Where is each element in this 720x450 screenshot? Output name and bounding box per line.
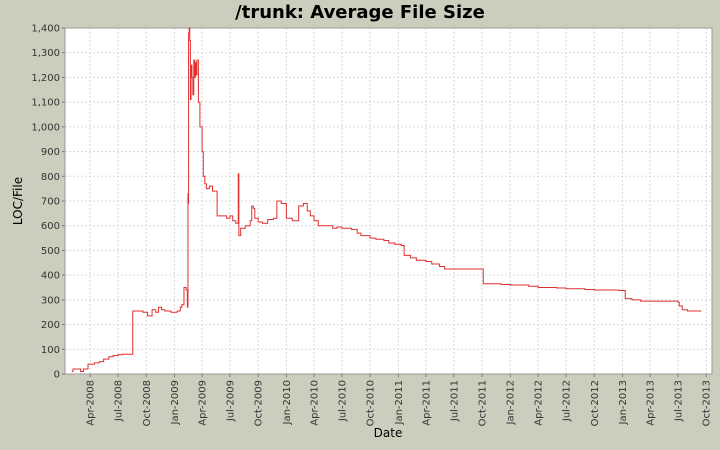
- x-tick-label: Oct-2008: [142, 380, 153, 426]
- x-tick-label: Jul-2011: [449, 380, 460, 422]
- x-tick-label: Oct-2013: [702, 380, 713, 426]
- x-tick-label: Oct-2010: [366, 380, 377, 426]
- y-tick-label: 1,000: [31, 122, 60, 133]
- y-axis-label: LOC/File: [11, 177, 25, 225]
- y-tick-label: 700: [41, 197, 60, 208]
- grid-lines: [65, 27, 712, 375]
- x-tick-label: Jan-2012: [506, 380, 517, 425]
- x-axis-label: Date: [374, 426, 403, 440]
- series-line: [71, 27, 702, 373]
- y-tick-label: 200: [41, 320, 60, 331]
- x-tick-label: Apr-2009: [198, 380, 209, 426]
- y-tick-label: 0: [54, 370, 60, 381]
- y-tick-label: 1,200: [31, 73, 60, 84]
- x-tick-label: Jan-2009: [170, 380, 181, 425]
- y-tick-label: 300: [41, 295, 60, 306]
- x-tick-label: Jan-2011: [394, 380, 405, 425]
- y-tick-label: 100: [41, 345, 60, 356]
- y-tick-label: 600: [41, 221, 60, 232]
- x-tick-label: Apr-2012: [534, 380, 545, 426]
- y-tick-label: 800: [41, 172, 60, 183]
- series-layer: [71, 27, 702, 373]
- x-tick-label: Apr-2013: [646, 380, 657, 426]
- plot-border: [64, 27, 713, 375]
- y-tick-label: 1,300: [31, 48, 60, 59]
- x-tick-label: Jul-2008: [114, 380, 125, 422]
- x-tick-label: Oct-2012: [590, 380, 601, 426]
- y-tick-label: 500: [41, 246, 60, 257]
- x-tick-label: Oct-2011: [478, 380, 489, 426]
- x-tick-label: Jul-2013: [673, 380, 684, 422]
- axes: 0 100 200 300 400 500 600 700 800 900 1,000 1,100 1,…: [31, 24, 712, 427]
- y-tick-label: 900: [41, 147, 60, 158]
- y-tick-label: 400: [41, 271, 60, 282]
- x-tick-label: Jul-2010: [337, 380, 348, 422]
- x-tick-label: Apr-2008: [86, 380, 97, 426]
- y-tick-label: 1,400: [31, 24, 60, 35]
- x-tick-label: Apr-2010: [309, 380, 320, 426]
- chart-title: /trunk: Average File Size: [235, 2, 485, 23]
- x-tick-label: Apr-2011: [421, 380, 432, 426]
- plot-area: [65, 28, 712, 374]
- x-tick-label: Jul-2012: [562, 380, 573, 422]
- x-tick-label: Jul-2009: [225, 380, 236, 422]
- y-tick-label: 1,100: [31, 98, 60, 109]
- x-tick-label: Jan-2010: [282, 380, 293, 425]
- x-tick-label: Jan-2013: [618, 380, 629, 425]
- x-tick-label: Oct-2009: [254, 380, 265, 426]
